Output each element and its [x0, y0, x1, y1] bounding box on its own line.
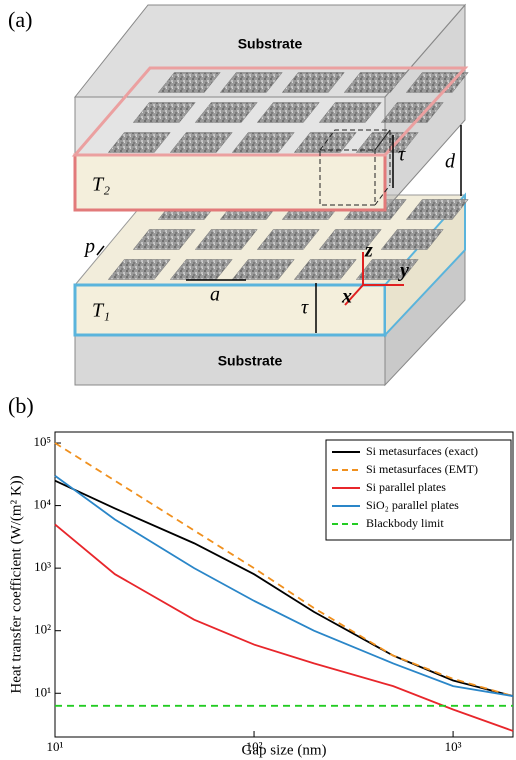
patch [405, 72, 469, 93]
patch [355, 259, 419, 280]
legend-label: Si parallel plates [366, 480, 446, 494]
legend-label: Blackbody limit [366, 516, 444, 530]
patch [281, 72, 345, 93]
patch [169, 132, 233, 153]
patch [157, 72, 221, 93]
patch [343, 72, 407, 93]
gap-label: d [445, 151, 456, 173]
patch [107, 132, 171, 153]
patch [194, 102, 258, 123]
x-axis-arrow [344, 284, 364, 306]
patch [107, 259, 171, 280]
patch [318, 229, 382, 250]
axis-label: x [341, 286, 352, 308]
x-tick-label: 10³ [445, 739, 462, 754]
plot-frame [54, 431, 514, 738]
patch [231, 132, 295, 153]
chart: 10¹ 10² 10³ 10¹ 10² 10³ 10⁴ 10⁵ Gap size (nm) Hea… [8, 431, 514, 758]
patch [132, 102, 196, 123]
series-line [54, 479, 514, 698]
patch [256, 102, 320, 123]
patch [318, 102, 382, 123]
y-tick-label: 10⁴ [33, 497, 51, 512]
p-arrow [96, 245, 105, 256]
patch [380, 229, 444, 250]
bottom-substrate [74, 334, 386, 386]
slab-label: T₂ [92, 174, 110, 196]
patch [132, 229, 196, 250]
slab-label: T₁ [92, 300, 110, 322]
patch [231, 259, 295, 280]
bottom-slab-right [384, 192, 466, 338]
patch [256, 229, 320, 250]
y-tick-label: 10³ [34, 559, 51, 574]
substrate-label: Substrate [218, 353, 283, 369]
top-slab-outline [71, 66, 469, 157]
y-tick-label: 10² [34, 622, 51, 637]
series-line [54, 523, 514, 732]
diagram: Substrate Substrate T₂ T₁ τ τ d p a x y … [71, 3, 469, 387]
legend-label: SiO₂ parallel plates [366, 498, 459, 512]
y-axis-label: Heat transfer coefficient (W/(m² K)) [8, 475, 24, 693]
legend-label: Si metasurfaces (EMT) [366, 462, 478, 476]
patch [405, 199, 469, 220]
panel-label: (b) [8, 393, 34, 418]
thickness-label: τ [398, 144, 406, 166]
patch [219, 72, 283, 93]
series-line [54, 442, 514, 697]
series-line [54, 475, 514, 698]
y-tick-label: 10⁵ [33, 434, 51, 449]
x-axis-label: Gap size (nm) [242, 742, 327, 758]
legend-label: Si metasurfaces (exact) [366, 444, 478, 458]
axis-label: z [364, 240, 373, 262]
thickness-label: τ [301, 297, 309, 319]
substrate-label: Substrate [238, 36, 303, 52]
unit-cell-edge [374, 129, 391, 151]
panel-label: (a) [8, 7, 32, 32]
y-tick-label: 10¹ [34, 684, 51, 699]
top-slab-front [73, 153, 387, 212]
axis-label: y [398, 260, 409, 282]
patch [293, 259, 357, 280]
bottom-slab-front [73, 283, 387, 337]
x-tick-label: 10² [246, 739, 263, 754]
x-tick-label: 10¹ [47, 739, 64, 754]
period-gap-label: p [83, 236, 95, 258]
patch [194, 229, 258, 250]
unit-cell-edge [374, 184, 391, 206]
patch-size-label: a [210, 284, 220, 306]
